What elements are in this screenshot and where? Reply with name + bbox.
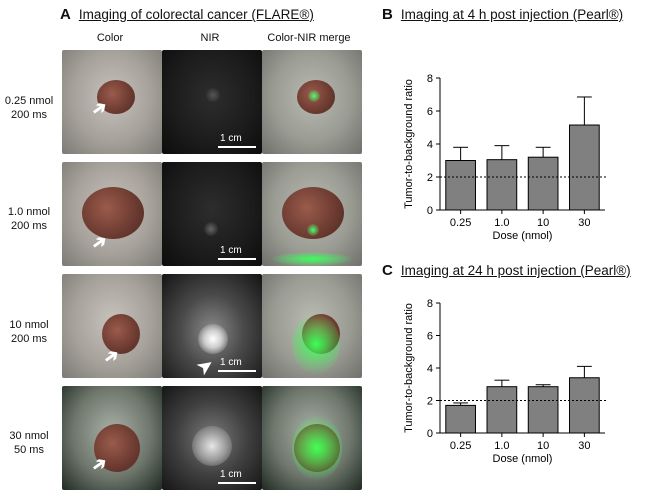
chart0-y-tick-label: 6	[427, 106, 433, 118]
chart1-bar-4	[569, 377, 600, 434]
scale-bar	[218, 146, 256, 148]
tumor-organ	[82, 187, 144, 239]
chart0-x-tick-label-2: 1.0	[494, 217, 509, 229]
row-label-2: 1.0 nmol 200 ms	[0, 205, 58, 233]
row-3-time: 200 ms	[10, 333, 48, 345]
chart0-x-tick-label-3: 10	[537, 217, 549, 229]
column-header-color: Color	[96, 32, 124, 44]
chart1-y-axis-label: Tumor-to-background ratio	[403, 303, 415, 433]
row-2-time: 200 ms	[10, 220, 48, 232]
row-3-dose: 10 nmol	[9, 319, 49, 331]
chart0-bar-1	[445, 160, 476, 211]
image-row4-color: ➔	[62, 386, 162, 490]
nir-signal	[292, 416, 342, 480]
nir-signal	[192, 426, 232, 466]
chart1-x-tick-label-2: 1.0	[494, 440, 509, 452]
panel-a-letter: A	[60, 6, 71, 23]
arrowhead-icon: ➤	[193, 353, 218, 378]
chart1-bar-3	[527, 386, 559, 434]
chart1-y-tick-label: 4	[427, 363, 433, 375]
chart1-y-tick-label: 6	[427, 331, 433, 343]
image-row2-nir: 1 cm	[162, 162, 262, 266]
chart1-x-tick-label-4: 30	[578, 440, 590, 452]
chart0-x-tick-label-1: 0.25	[450, 217, 471, 229]
tumor-organ	[102, 314, 140, 354]
nir-signal	[292, 314, 340, 374]
chart0-y-tick-label: 8	[427, 73, 433, 85]
row-1-dose: 0.25 nmol	[4, 95, 54, 107]
nir-signal	[307, 224, 319, 236]
nir-signal	[198, 324, 228, 354]
chart1-y-tick-label: 2	[427, 396, 433, 408]
panel-c-title-text: Imaging at 24 h post injection (Pearl®)	[400, 263, 631, 278]
scale-bar	[218, 258, 256, 260]
column-header-nir: NIR	[200, 32, 220, 44]
nir-signal	[308, 90, 320, 102]
scale-bar	[218, 482, 256, 484]
scale-label: 1 cm	[220, 469, 242, 480]
row-label-3: 10 nmol 200 ms	[0, 318, 58, 346]
chart1-bar-2	[486, 386, 518, 434]
image-row4-merge	[262, 386, 362, 490]
panel-a-title-text: Imaging of colorectal cancer (FLARE®)	[78, 7, 314, 22]
column-header-merge: Color-NIR merge	[267, 32, 351, 44]
image-row1-nir: 1 cm	[162, 50, 262, 154]
image-row1-color: ➔	[62, 50, 162, 154]
chart0-bar-4	[569, 124, 600, 211]
chart1-x-tick-label-1: 0.25	[450, 440, 471, 452]
scale-label: 1 cm	[220, 357, 242, 368]
chart0-y-tick-label: 4	[427, 139, 433, 151]
chart1-x-axis-label: Dose (nmol)	[493, 453, 553, 465]
panel-b-letter: B	[382, 6, 393, 23]
chart0-y-tick-label: 2	[427, 172, 433, 184]
scale-label: 1 cm	[220, 133, 242, 144]
row-4-dose: 30 nmol	[9, 430, 49, 442]
scale-label: 1 cm	[220, 245, 242, 256]
chart-panel-c: 0 2 4 6 8 Tumor-to-background ratio 0.25 1.0 10 3…	[403, 298, 607, 465]
chart0-x-axis-label: Dose (nmol)	[493, 230, 553, 242]
panel-b-title-text: Imaging at 4 h post injection (Pearl®)	[400, 7, 624, 22]
chart0-y-axis-label: Tumor-to-background ratio	[403, 79, 415, 209]
image-row3-merge	[262, 274, 362, 378]
chart1-y-tick-label: 0	[427, 428, 433, 440]
panel-a-title: A Imaging of colorectal cancer (FLARE®)	[60, 6, 314, 23]
chart0-bar-3	[527, 156, 559, 211]
chart0-bar-2	[486, 159, 518, 211]
tumor-organ	[97, 80, 135, 114]
row-label-1: 0.25 nmol 200 ms	[0, 94, 58, 122]
nir-signal-edge	[272, 252, 352, 266]
chart1-y-tick-label: 8	[427, 298, 433, 310]
row-4-time: 50 ms	[14, 444, 44, 456]
chart1-bar-1	[445, 404, 476, 434]
nir-signal	[206, 88, 220, 102]
image-row1-merge	[262, 50, 362, 154]
image-row4-nir: 1 cm	[162, 386, 262, 490]
image-row3-nir: ➤ 1 cm	[162, 274, 262, 378]
chart1-x-tick-label-3: 10	[537, 440, 549, 452]
image-row2-color: ➔	[62, 162, 162, 266]
scale-bar	[218, 370, 256, 372]
image-row2-merge	[262, 162, 362, 266]
chart0-y-tick-label: 0	[427, 205, 433, 217]
panel-c-title: C Imaging at 24 h post injection (Pearl®)	[382, 262, 631, 279]
chart0-x-tick-label-4: 30	[578, 217, 590, 229]
row-label-4: 30 nmol 50 ms	[0, 429, 58, 457]
row-2-dose: 1.0 nmol	[7, 206, 51, 218]
image-row3-color: ➔	[62, 274, 162, 378]
row-1-time: 200 ms	[10, 109, 48, 121]
chart-panel-b: 0 2 4 6 8 Tumor-to-background ratio 0.25 1.0 10 3…	[403, 73, 607, 242]
panel-b-title: B Imaging at 4 h post injection (Pearl®)	[382, 6, 623, 23]
panel-c-letter: C	[382, 262, 393, 279]
nir-signal	[204, 222, 218, 236]
tumor-organ	[94, 424, 140, 472]
